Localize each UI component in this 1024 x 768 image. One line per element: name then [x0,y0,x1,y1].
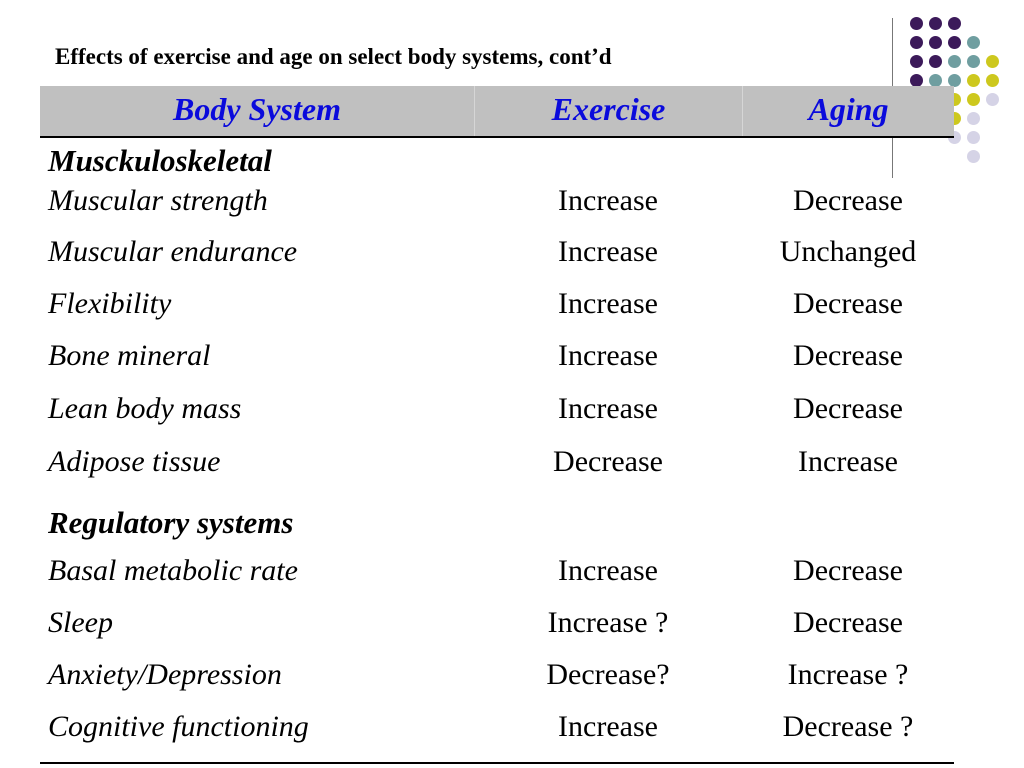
exercise-value: Increase [558,392,658,425]
decorative-dot [967,74,980,87]
aging-value: Unchanged [779,235,917,268]
aging-value: Decrease [793,392,903,425]
decorative-dot [967,55,980,68]
column-header-body-system: Body System [173,91,341,127]
decorative-dot [948,17,961,30]
table-row: Adipose tissue Decrease Increase [40,445,954,485]
row-label: Muscular endurance [48,235,298,268]
decorative-dot [948,74,961,87]
aging-value: Decrease [793,554,903,587]
exercise-value: Decrease? [546,658,670,691]
table-row: Flexibility Increase Decrease [40,287,954,327]
aging-value: Increase ? [787,658,909,691]
aging-value: Decrease [793,184,903,217]
table-row: Lean body mass Increase Decrease [40,392,954,432]
table-bottom-border [40,762,954,764]
row-label: Sleep [48,606,113,639]
table-row: Cognitive functioning Increase Decrease … [40,710,954,750]
column-header-aging: Aging [808,91,889,127]
decorative-dot [910,74,923,87]
table-header: Body System Exercise Aging [40,86,954,138]
exercise-value: Decrease [553,445,663,478]
column-divider [742,86,743,136]
decorative-dot-grid [905,14,1015,174]
decorative-dot [910,55,923,68]
column-header-exercise: Exercise [551,91,666,127]
decorative-dot [986,55,999,68]
aging-value: Decrease [793,606,903,639]
decorative-dot [986,74,999,87]
decorative-dot [948,55,961,68]
exercise-value: Increase [558,710,658,743]
decorative-dot [967,36,980,49]
slide-title: Effects of exercise and age on select bo… [55,44,612,69]
decorative-dot [929,55,942,68]
decorative-dot [929,17,942,30]
row-label: Anxiety/Depression [48,658,282,691]
section-heading-regulatory-systems: Regulatory systems [48,505,294,540]
decorative-dot [929,74,942,87]
exercise-value: Increase ? [547,606,669,639]
aging-value: Decrease [793,287,903,320]
decorative-dot [967,112,980,125]
exercise-value: Increase [558,287,658,320]
decorative-dot [948,36,961,49]
table-row: Muscular strength Increase Decrease [40,184,954,224]
table-row: Bone mineral Increase Decrease [40,339,954,379]
exercise-value: Increase [558,235,658,268]
row-label: Basal metabolic rate [48,554,298,587]
exercise-value: Increase [558,184,658,217]
section-heading-musculoskeletal: Musckuloskeletal [48,143,272,178]
table-row: Basal metabolic rate Increase Decrease [40,554,954,594]
row-label: Cognitive functioning [48,710,309,743]
decorative-dot [910,36,923,49]
table-row: Anxiety/Depression Decrease? Increase ? [40,658,954,698]
row-label: Muscular strength [48,184,268,217]
row-label: Adipose tissue [48,445,221,478]
row-label: Bone mineral [48,339,211,372]
table-row: Sleep Increase ? Decrease [40,606,954,646]
row-label: Flexibility [48,287,172,320]
column-divider [474,86,475,136]
row-label: Lean body mass [48,392,242,425]
exercise-value: Increase [558,554,658,587]
decorative-dot [967,131,980,144]
aging-value: Decrease [793,339,903,372]
table-row: Muscular endurance Increase Unchanged [40,235,954,275]
decorative-dot [929,36,942,49]
aging-value: Increase [798,445,898,478]
decorative-dot [967,93,980,106]
decorative-dot [910,17,923,30]
exercise-value: Increase [558,339,658,372]
aging-value: Decrease ? [782,710,914,743]
decorative-dot [986,93,999,106]
decorative-dot [967,150,980,163]
